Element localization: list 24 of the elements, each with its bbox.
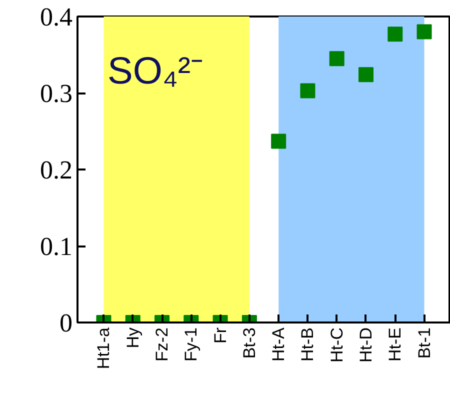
x-tick-label: Fr [210, 327, 230, 344]
x-tick-label: Fz-2 [152, 328, 172, 362]
annotation: SO₄²⁻ [108, 50, 204, 92]
y-tick-label: 0.4 [40, 2, 72, 32]
x-tick-label: Ht-B [298, 328, 318, 362]
x-tick-label: Bt-3 [240, 327, 259, 359]
y-tick-label: 0.2 [40, 156, 72, 184]
y-tick-label: 0 [60, 308, 72, 338]
point [300, 83, 316, 98]
x-tick-label: Ht1-a [94, 326, 114, 370]
x-tick-label: Ht-C [327, 327, 346, 362]
x-tick-label: Bt-1 [414, 327, 434, 359]
point [271, 134, 286, 149]
point [358, 67, 374, 82]
point [329, 51, 344, 66]
x-tick-label: Ht-D [356, 327, 376, 362]
point [388, 26, 403, 42]
x-tick-label: Fy-1 [182, 328, 201, 362]
point [416, 24, 432, 40]
y-tick-label: 0.3 [40, 79, 72, 108]
x-tick-label: Hy [123, 327, 142, 348]
x-tick-label: Ht-A [269, 326, 288, 362]
x-tick-label: Ht-E [386, 328, 405, 362]
y-tick-label: 0.1 [40, 232, 72, 261]
